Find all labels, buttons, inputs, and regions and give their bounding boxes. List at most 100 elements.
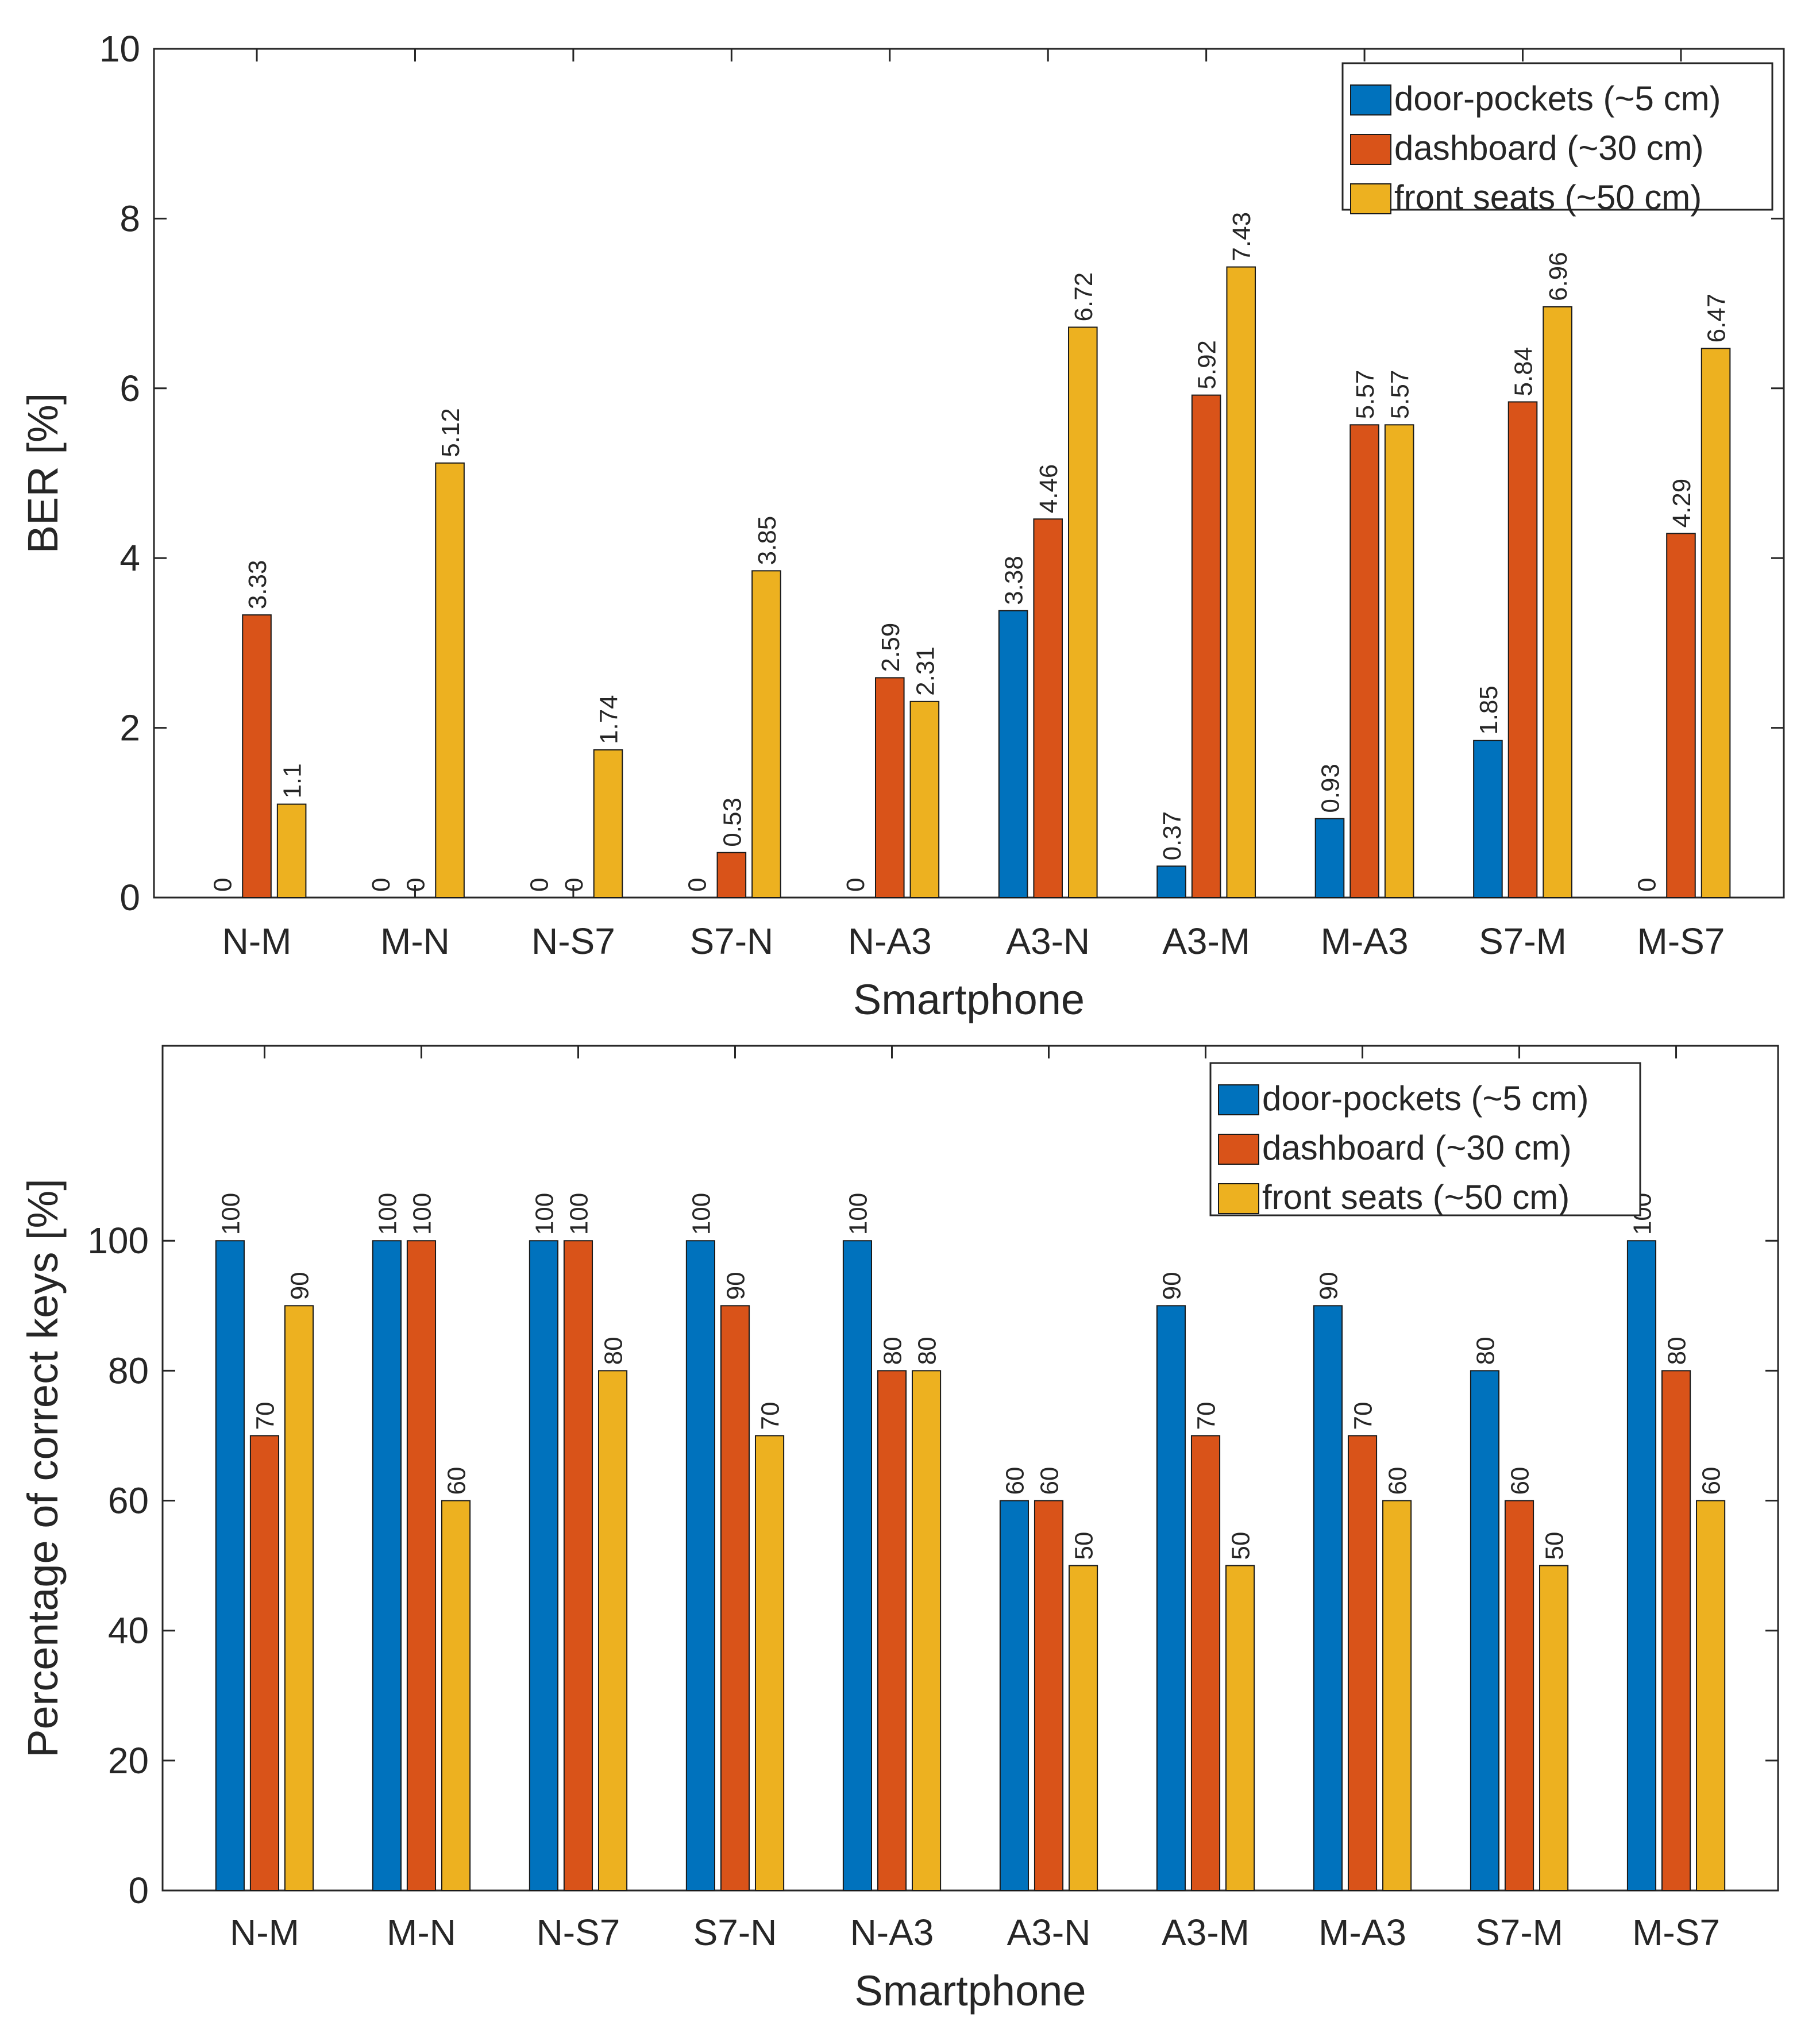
bar-value-label: 80 — [600, 1337, 628, 1365]
legend-swatch-3 — [1218, 1183, 1259, 1214]
bar-A3-N-series-2 — [1033, 518, 1063, 898]
bar-value-label: 80 — [913, 1337, 942, 1365]
legend-label-3: front seats (~50 cm) — [1262, 1178, 1570, 1216]
bar-value-label: 6.47 — [1703, 294, 1731, 343]
x-tick-label-M-N: M-N — [380, 921, 450, 962]
bar-value-label: 100 — [687, 1193, 715, 1235]
y-tick-label: 6 — [119, 368, 140, 409]
bar-value-label: 7.43 — [1228, 212, 1256, 261]
bar-value-label: 6.72 — [1070, 272, 1098, 322]
bar-M-N-series-2 — [406, 1240, 437, 1891]
bar-N-A3-series-2 — [877, 1370, 907, 1891]
chart-2: 0 20 40 60 80 100 N-M M-N N-S7 S7-N N-A3 A3-N A3-M M-… — [19, 1045, 1779, 2015]
bar-M-A3-series-1 — [1314, 818, 1345, 899]
bar-value-label: 100 — [565, 1193, 593, 1235]
bar-value-label: 1.1 — [279, 763, 307, 798]
bar-A3-M-series-3 — [1226, 266, 1256, 898]
bar-value-label: 100 — [530, 1193, 558, 1235]
bar-value-label: 60 — [443, 1467, 471, 1495]
plot-area-frame — [161, 1045, 1779, 1892]
x-axis-title: Smartphone — [853, 976, 1085, 1023]
bar-value-label: 0 — [209, 878, 237, 892]
bar-N-S7-series-2 — [563, 1240, 593, 1891]
bar-N-M-series-2 — [242, 614, 272, 899]
bar-A3-N-series-1 — [998, 610, 1028, 899]
bar-value-label: 70 — [251, 1402, 279, 1430]
bar-A3-M-series-2 — [1191, 394, 1221, 898]
bar-M-S7-series-2 — [1661, 1370, 1691, 1891]
y-tick-label: 0 — [119, 877, 140, 918]
bar-A3-N-series-1 — [999, 1500, 1029, 1892]
chart-1: 0 2 4 6 8 10 N-M M-N N-S7 S7-N N-A3 A3-N A3-M M-A3 S7-… — [19, 28, 1785, 1023]
bar-value-label: 100 — [844, 1193, 872, 1235]
bar-S7-N-series-2 — [720, 1305, 750, 1891]
y-tick-label: 60 — [108, 1480, 149, 1522]
x-axis-title: Smartphone — [854, 1967, 1086, 2015]
x-tick-label-M-N: M-N — [387, 1912, 456, 1953]
bar-value-label: 80 — [878, 1337, 907, 1365]
bar-N-A3-series-2 — [874, 677, 905, 899]
x-tick-label-N-M: N-M — [230, 1912, 299, 1953]
legend-swatch-1 — [1218, 1084, 1259, 1115]
bar-value-label: 3.85 — [753, 516, 781, 565]
bar-value-label: 0 — [525, 878, 553, 892]
bar-M-A3-series-2 — [1349, 424, 1379, 898]
bar-value-label: 5.57 — [1351, 370, 1379, 419]
legend-label-3: front seats (~50 cm) — [1394, 178, 1702, 217]
x-tick-label-A3-N: A3-N — [1006, 921, 1090, 962]
x-tick-label-M-A3: M-A3 — [1321, 921, 1409, 962]
bar-value-label: 3.33 — [244, 560, 272, 610]
bar-value-label: 100 — [217, 1193, 245, 1235]
bar-value-label: 50 — [1227, 1532, 1255, 1560]
legend-swatch-2 — [1350, 134, 1391, 165]
bar-M-N-series-3 — [441, 1500, 471, 1892]
bar-S7-M-series-3 — [1539, 1565, 1569, 1892]
bar-value-label: 2.59 — [877, 623, 905, 672]
bar-value-label: 6.96 — [1544, 252, 1572, 301]
bar-A3-M-series-2 — [1190, 1435, 1221, 1891]
x-tick-label-S7-M: S7-M — [1475, 1912, 1563, 1953]
bar-value-label: 70 — [1193, 1402, 1221, 1430]
x-tick-label-N-S7: N-S7 — [537, 1912, 620, 1953]
bar-value-label: 1.74 — [595, 695, 623, 744]
bar-value-label: 0.93 — [1316, 764, 1344, 813]
legend-swatch-3 — [1350, 183, 1391, 214]
bar-value-label: 3.38 — [1000, 556, 1028, 605]
bar-value-label: 60 — [1506, 1467, 1534, 1495]
legend-label-2: dashboard (~30 cm) — [1394, 129, 1704, 167]
bar-N-M-series-3 — [284, 1305, 314, 1891]
bar-value-label: 0 — [1633, 878, 1661, 892]
bar-value-label: 0.37 — [1158, 811, 1186, 861]
bar-A3-N-series-2 — [1034, 1500, 1064, 1892]
bar-value-label: 1.85 — [1475, 686, 1503, 735]
y-axis-title: Percentage of correct keys [%] — [19, 1179, 67, 1758]
bar-A3-N-series-3 — [1068, 1565, 1098, 1892]
legend-swatch-2 — [1218, 1134, 1259, 1165]
legend-swatch-1 — [1350, 84, 1391, 115]
y-tick-label: 10 — [99, 28, 140, 70]
bar-N-A3-series-1 — [842, 1240, 873, 1891]
bar-value-label: 50 — [1541, 1532, 1569, 1560]
x-tick-label-S7-N: S7-N — [693, 1912, 777, 1953]
legend-frame — [1341, 62, 1773, 211]
bar-M-S7-series-3 — [1696, 1500, 1726, 1892]
bar-A3-M-series-3 — [1225, 1565, 1255, 1892]
bar-value-label: 90 — [1158, 1272, 1186, 1300]
x-tick-label-S7-N: S7-N — [689, 921, 773, 962]
bar-S7-M-series-2 — [1504, 1500, 1534, 1892]
bar-value-label: 60 — [1001, 1467, 1029, 1495]
bar-value-label: 0.53 — [718, 798, 746, 847]
bar-S7-N-series-1 — [685, 1240, 715, 1891]
y-tick-label: 8 — [119, 198, 140, 239]
y-tick-label: 20 — [108, 1740, 149, 1781]
bar-value-label: 80 — [1663, 1337, 1691, 1365]
bar-A3-M-series-1 — [1156, 1305, 1186, 1891]
x-tick-label-N-A3: N-A3 — [848, 921, 932, 962]
bar-value-label: 70 — [1349, 1402, 1378, 1430]
bar-value-label: 60 — [1384, 1467, 1412, 1495]
bar-value-label: 5.84 — [1510, 347, 1538, 396]
legend: door-pockets (~5 cm) dashboard (~30 cm) fr… — [1209, 1062, 1641, 1216]
bar-N-M-series-2 — [249, 1435, 280, 1891]
bar-N-A3-series-3 — [909, 700, 940, 898]
y-tick-label: 80 — [108, 1350, 149, 1391]
